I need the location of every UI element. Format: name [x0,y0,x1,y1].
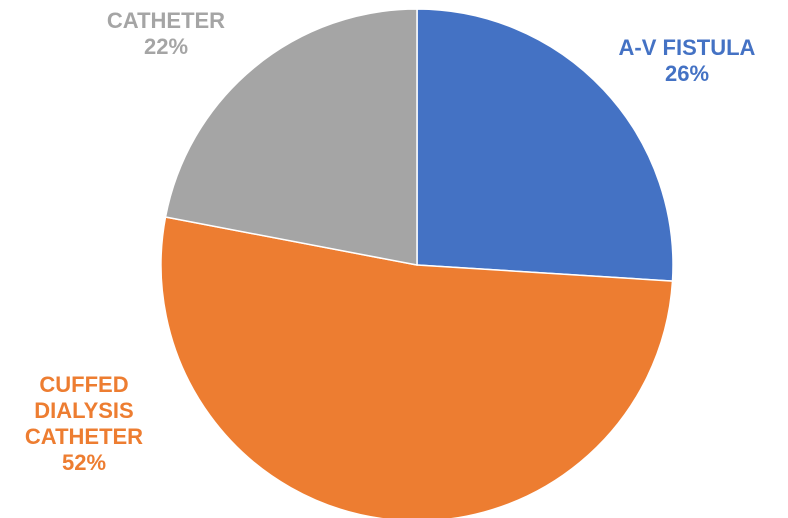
pie-slices [160,8,674,518]
pie-slice-name-2: CATHETER [107,8,225,33]
pie-slice-name-1: DIALYSIS [34,398,133,423]
pie-slice-label-0: A-V FISTULA 26% [619,35,756,86]
pie-slice-name-1: CUFFED [39,372,128,397]
pie-slice-value-2: 22% [144,34,188,59]
pie-slice-name-0: A-V FISTULA [619,35,756,60]
pie-slice-0 [416,8,674,282]
pie-slice-label-1: CUFFED DIALYSIS CATHETER 52% [25,372,143,475]
pie-slice-2 [164,8,418,266]
pie-labels: A-V FISTULA 26%CUFFED DIALYSIS CATHETER 52%C… [25,8,756,475]
pie-slice-name-1: CATHETER [25,424,143,449]
pie-slice-value-0: 26% [665,61,709,86]
pie-slice-label-2: CATHETER 22% [107,8,225,59]
pie-slice-1 [160,216,674,518]
pie-slice-value-1: 52% [62,450,106,475]
